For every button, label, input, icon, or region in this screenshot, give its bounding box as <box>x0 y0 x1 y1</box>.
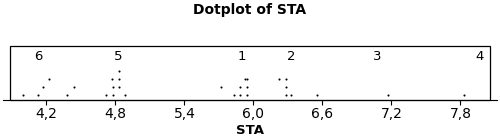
Text: 3: 3 <box>374 50 382 63</box>
Title: Dotplot of STA: Dotplot of STA <box>194 3 306 17</box>
Text: 1: 1 <box>238 50 246 63</box>
X-axis label: STA: STA <box>236 124 264 137</box>
Text: 2: 2 <box>287 50 296 63</box>
Text: 5: 5 <box>114 50 122 63</box>
Text: 6: 6 <box>34 50 42 63</box>
Text: 4: 4 <box>476 50 484 63</box>
